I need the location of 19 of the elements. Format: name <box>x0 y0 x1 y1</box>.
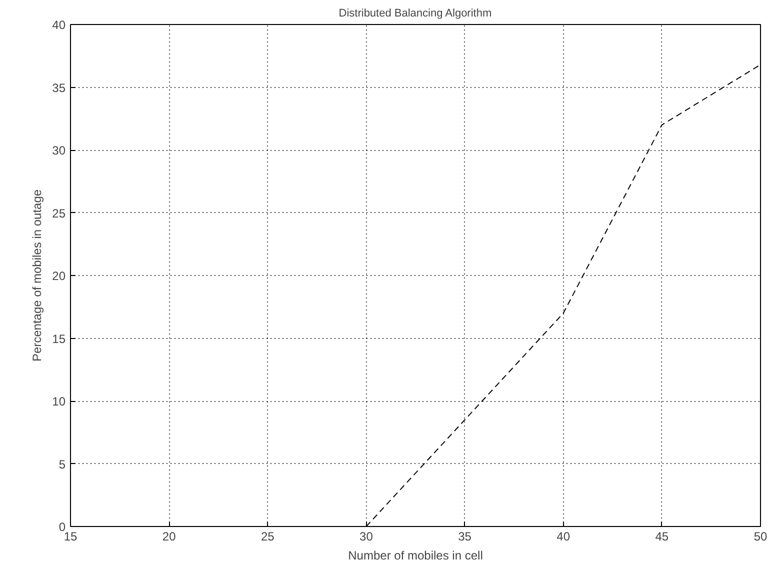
x-tick-label: 50 <box>754 530 768 544</box>
y-tick-label: 0 <box>58 520 66 534</box>
x-tick-label: 25 <box>260 530 275 544</box>
x-tick-label: 20 <box>162 530 176 544</box>
y-tick-label: 40 <box>52 18 66 32</box>
y-tick-label: 5 <box>58 457 66 472</box>
y-axis-title: Percentage of mobiles in outage <box>30 189 44 362</box>
y-tick-label: 35 <box>52 80 66 95</box>
y-tick-label: 25 <box>52 206 66 220</box>
x-axis-title: Number of mobiles in cell <box>348 548 483 562</box>
y-tick-label: 10 <box>52 394 66 408</box>
y-tick-label: 15 <box>52 332 66 346</box>
chart-title: Distributed Balancing Algorithm <box>338 8 492 20</box>
x-tick-label: 45 <box>655 530 669 544</box>
y-tick-label: 20 <box>52 269 66 283</box>
y-tick-label: 30 <box>52 144 66 158</box>
x-tick-label: 35 <box>458 530 472 544</box>
x-tick-label: 30 <box>360 530 374 544</box>
x-tick-label: 40 <box>556 530 570 544</box>
